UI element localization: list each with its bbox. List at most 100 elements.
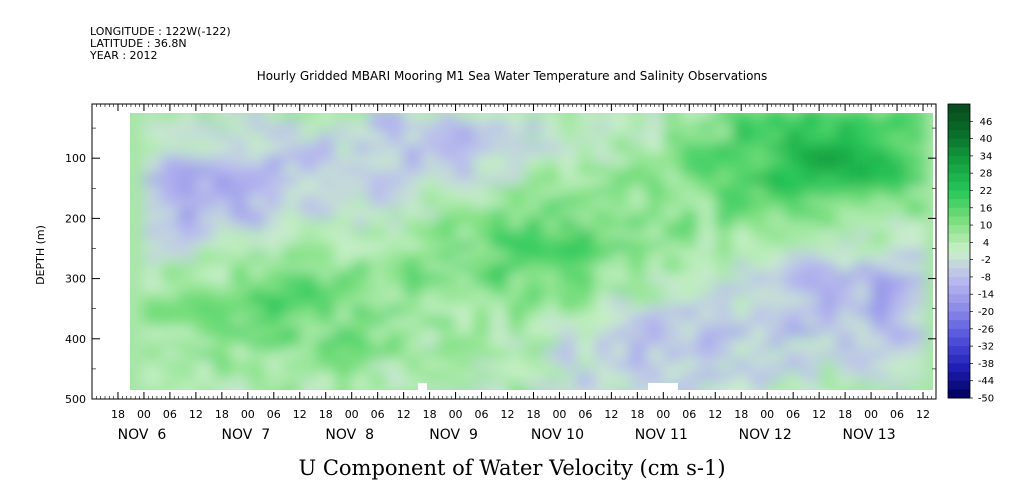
heatmap-cell <box>853 153 874 167</box>
heatmap-cell <box>819 359 839 373</box>
heatmap-cell <box>871 315 891 329</box>
heatmap-cell <box>767 153 787 167</box>
heatmap-cell <box>351 315 371 329</box>
heatmap-cell <box>455 370 475 383</box>
heatmap-cell <box>819 113 839 123</box>
heatmap-cell <box>767 196 787 210</box>
heatmap-cell <box>403 164 423 177</box>
heatmap-cell <box>369 392 388 405</box>
heatmap-cell <box>905 185 925 199</box>
heatmap-cell <box>836 120 856 134</box>
heatmap-cell <box>524 142 545 156</box>
heatmap-cell <box>663 326 683 340</box>
heatmap-cell <box>888 337 908 351</box>
heatmap-cell <box>247 207 268 221</box>
heatmap-cell <box>230 207 250 221</box>
heatmap-cell <box>195 250 216 264</box>
heatmap-cell <box>351 283 371 297</box>
heatmap-cell <box>143 283 164 297</box>
heatmap-cell <box>420 294 441 307</box>
heatmap-cell <box>559 240 579 253</box>
y-tick-label: 200 <box>65 212 86 225</box>
heatmap-cell <box>680 164 700 177</box>
heatmap-cell <box>542 240 562 253</box>
heatmap-cell <box>853 113 874 123</box>
heatmap-cell <box>784 305 804 318</box>
heatmap-cell <box>680 261 700 275</box>
heatmap-cell <box>594 283 614 297</box>
heatmap-cell <box>646 164 666 177</box>
heatmap-cell <box>749 294 770 307</box>
heatmap-cell <box>420 348 441 362</box>
heatmap-cell <box>628 326 648 340</box>
heatmap-cell <box>472 250 493 264</box>
heatmap-cell <box>680 113 700 123</box>
heatmap-cell <box>680 207 700 221</box>
heatmap-cell <box>784 153 804 167</box>
heatmap-cell <box>628 380 648 390</box>
heatmap-cell <box>143 305 164 318</box>
heatmap-cell <box>749 131 770 145</box>
heatmap-cell <box>230 359 250 373</box>
heatmap-cell <box>628 272 648 286</box>
heatmap-cell <box>178 326 198 340</box>
heatmap-cell <box>663 207 683 221</box>
heatmap-cell <box>784 359 804 373</box>
heatmap-cell <box>438 218 458 232</box>
colorbar-tick-label: -44 <box>978 376 994 387</box>
heatmap-cell <box>576 272 597 286</box>
heatmap-cell <box>178 175 198 188</box>
heatmap-cell <box>472 294 493 307</box>
heatmap-cell <box>143 185 164 199</box>
heatmap-cell <box>230 261 250 275</box>
heatmap-cell <box>230 326 250 340</box>
heatmap-cell <box>507 359 527 373</box>
heatmap-cell <box>317 337 337 351</box>
heatmap-cell <box>871 250 891 264</box>
heatmap-cell <box>490 240 510 253</box>
heatmap-cell <box>576 348 597 362</box>
heatmap-cell <box>178 207 198 221</box>
heatmap-cell <box>542 196 562 210</box>
heatmap-cell <box>334 229 354 242</box>
heatmap-cell <box>351 113 371 123</box>
heatmap-cell <box>715 326 735 340</box>
heatmap-cell <box>317 113 337 123</box>
heatmap-cell <box>351 120 371 134</box>
heatmap-cell <box>715 229 735 242</box>
heatmap-cell <box>438 250 458 264</box>
heatmap-cell <box>420 207 441 221</box>
heatmap-cell <box>420 315 441 329</box>
heatmap-cell <box>334 196 354 210</box>
heatmap-cell <box>161 120 181 134</box>
x-tick-label: 12 <box>293 408 307 421</box>
heatmap-cell <box>594 370 614 383</box>
heatmap-cell <box>836 337 856 351</box>
colorbar-swatch <box>948 311 970 321</box>
heatmap-cell <box>697 337 718 351</box>
heatmap-cell <box>282 294 302 307</box>
heatmap-cell <box>542 164 562 177</box>
heatmap-cell <box>351 175 371 188</box>
heatmap-cell <box>195 113 216 123</box>
heatmap-cell <box>143 153 164 167</box>
heatmap-cell <box>853 370 874 383</box>
heatmap-cell <box>732 380 752 390</box>
heatmap-cell <box>143 229 164 242</box>
heatmap-cell <box>420 120 441 134</box>
heatmap-cell <box>334 120 354 134</box>
heatmap-cell <box>403 283 423 297</box>
heatmap-cell <box>265 229 285 242</box>
heatmap-cell <box>420 131 441 145</box>
heatmap-cell <box>715 283 735 297</box>
heatmap-cell <box>351 370 371 383</box>
heatmap-cell <box>732 305 752 318</box>
heatmap-cell <box>611 305 631 318</box>
heatmap-cell <box>715 272 735 286</box>
colorbar-swatch <box>948 251 970 261</box>
heatmap-cell <box>438 153 458 167</box>
heatmap-cell <box>853 294 874 307</box>
heatmap-cell <box>576 240 597 253</box>
heatmap-cell <box>420 240 441 253</box>
heatmap-cell <box>143 337 164 351</box>
